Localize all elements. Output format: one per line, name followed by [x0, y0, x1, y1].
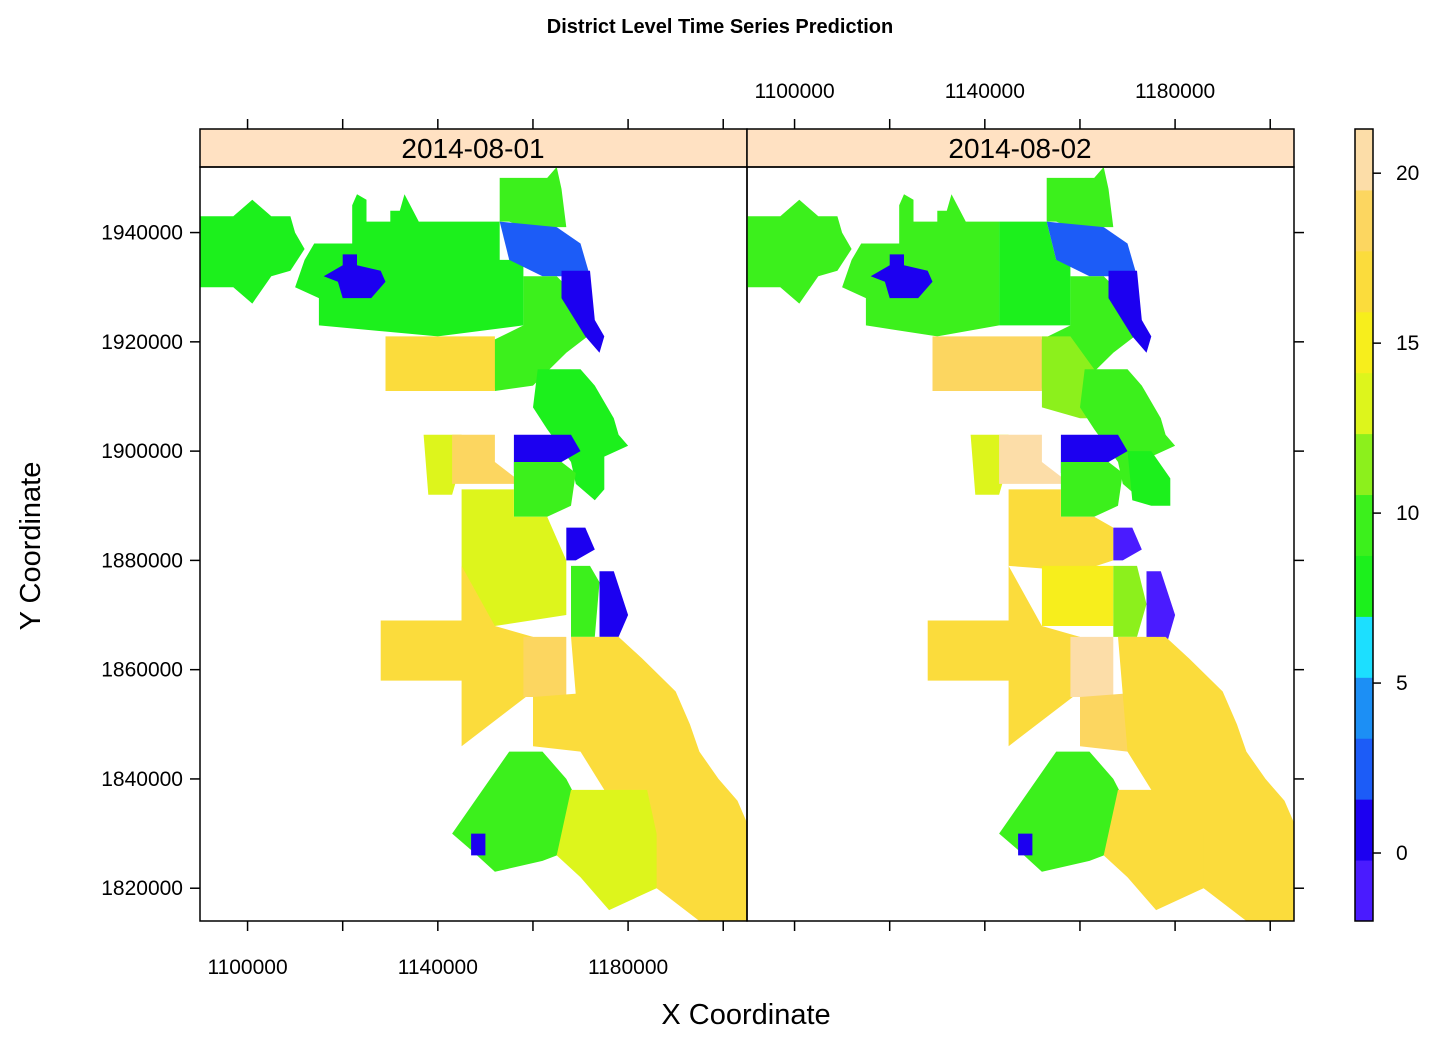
district-region-7	[385, 336, 495, 391]
district-region-17	[1041, 565, 1114, 626]
district-region-2	[870, 254, 933, 299]
district-region-22	[1070, 636, 1114, 697]
district-region-14	[566, 527, 595, 561]
color-key-frame	[1354, 128, 1374, 922]
color-key-label: 15	[1396, 332, 1419, 355]
region-layer	[200, 167, 747, 921]
strip-label: 2014-08-01	[401, 133, 544, 164]
color-key-label: 20	[1396, 162, 1419, 185]
y-axis-label: Y Coordinate	[15, 462, 47, 631]
y-tick-label: 1880000	[101, 549, 183, 572]
district-region-22	[471, 833, 486, 856]
panel-2014-08-02: 2014-08-02	[746, 128, 1295, 922]
panel-2014-08-01: 2014-08-01	[199, 128, 748, 922]
district-region-4	[1046, 167, 1114, 228]
color-key-band	[1355, 311, 1373, 374]
y-tick-label: 1920000	[101, 331, 183, 354]
district-region-11	[452, 434, 524, 484]
axes: 1100000 1100000 1140000 1140000 1180000 11800…	[101, 80, 1304, 979]
district-region-0	[200, 199, 305, 304]
district-region-13	[461, 489, 567, 626]
y-tick-label: 1900000	[101, 440, 183, 463]
color-key-band	[1355, 799, 1373, 861]
district-region-1	[842, 194, 1000, 337]
color-key-band	[1355, 494, 1373, 556]
district-region-2	[323, 254, 386, 299]
y-tick-label: 1840000	[101, 768, 183, 791]
district-region-18	[523, 636, 567, 697]
color-key-label: 10	[1396, 502, 1419, 525]
color-key-band	[1355, 433, 1373, 496]
district-region-14	[1060, 462, 1123, 517]
y-tick-label: 1860000	[101, 659, 183, 682]
color-key-band	[1355, 860, 1373, 922]
district-region-21	[927, 565, 1080, 747]
x-tick-label-top: 1100000	[754, 80, 834, 103]
x-tick-label-top: 1140000	[945, 80, 1025, 103]
panel-frame	[746, 166, 1295, 922]
color-key-band	[1355, 738, 1373, 800]
district-region-20	[1146, 571, 1176, 648]
district-region-17	[380, 565, 533, 747]
district-region-5	[1046, 221, 1137, 277]
color-key-label: 5	[1396, 672, 1408, 695]
district-region-16	[599, 571, 629, 637]
region-layer	[747, 167, 1294, 921]
x-axis-label: X Coordinate	[661, 999, 830, 1031]
district-region-16	[1008, 489, 1114, 572]
district-region-26	[1018, 833, 1033, 856]
district-region-4	[499, 221, 590, 277]
district-region-7	[1108, 270, 1152, 353]
x-tick-label-bottom: 1100000	[207, 956, 287, 979]
x-tick-label-bottom: 1140000	[398, 956, 478, 979]
color-key-band	[1355, 677, 1373, 739]
district-region-8	[533, 369, 629, 501]
district-region-23	[556, 789, 657, 911]
district-region-0	[747, 199, 852, 304]
color-key-band	[1355, 616, 1373, 678]
color-key-band	[1355, 189, 1373, 252]
color-key-band	[1355, 372, 1373, 435]
district-region-15	[1127, 451, 1171, 506]
y-tick-label: 1940000	[101, 222, 183, 245]
y-tick-label: 1820000	[101, 877, 183, 900]
district-region-1	[295, 194, 524, 337]
color-key-band	[1355, 555, 1373, 617]
color-key-label: 0	[1396, 842, 1408, 865]
strip-label: 2014-08-02	[948, 133, 1091, 164]
district-region-13	[999, 434, 1071, 484]
strip-bg	[199, 128, 748, 168]
color-key-band	[1355, 250, 1373, 313]
district-region-3	[499, 167, 567, 228]
district-region-18	[1113, 527, 1142, 561]
district-region-10	[1080, 369, 1176, 501]
x-tick-label-bottom: 1180000	[588, 956, 668, 979]
district-region-27	[1103, 789, 1204, 911]
district-region-19	[1113, 565, 1147, 637]
color-key: 0 5 10 15 20	[1354, 128, 1419, 922]
x-tick-label-top: 1180000	[1135, 80, 1215, 103]
district-region-8	[932, 336, 1042, 391]
color-key-band	[1355, 129, 1373, 191]
chart-title: District Level Time Series Prediction	[547, 16, 893, 38]
district-region-15	[571, 565, 600, 637]
district-region-3	[999, 221, 1071, 326]
district-region-6	[561, 270, 605, 353]
district-region-12	[513, 462, 576, 517]
